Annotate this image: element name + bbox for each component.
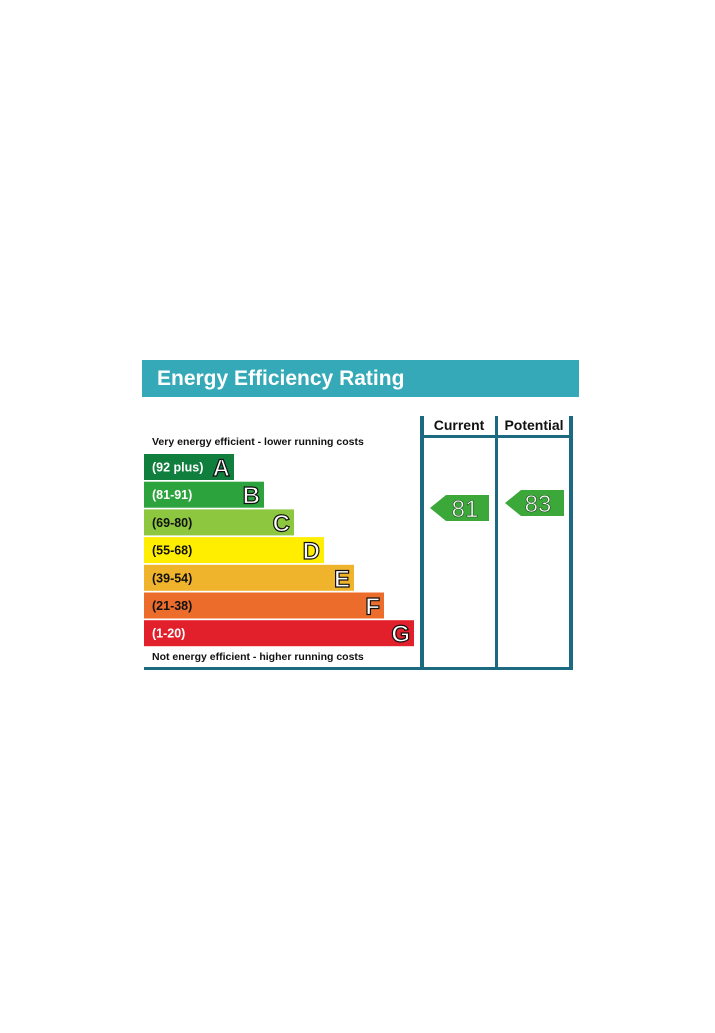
band-b: (81-91) B bbox=[144, 481, 264, 510]
band-f: (21-38) F bbox=[144, 592, 384, 621]
bottom-note: Not energy efficient - higher running co… bbox=[152, 651, 364, 663]
band-range-label: (39-54) bbox=[152, 571, 192, 585]
title-bar bbox=[142, 360, 579, 397]
top-note: Very energy efficient - lower running co… bbox=[152, 436, 364, 448]
band-letter: G bbox=[391, 621, 410, 648]
band-range-label: (1-20) bbox=[152, 627, 185, 641]
band-range-label: (21-38) bbox=[152, 599, 192, 613]
potential-arrow-shape bbox=[505, 490, 564, 516]
current-arrow-shape bbox=[430, 495, 489, 521]
band-g: (1-20) G bbox=[144, 620, 414, 649]
chart-title: Energy Efficiency Rating bbox=[157, 367, 404, 390]
current-header: Current bbox=[434, 417, 485, 433]
band-letter: B bbox=[243, 483, 260, 510]
frame-left-line bbox=[420, 416, 424, 670]
band-bar bbox=[144, 454, 234, 480]
band-bar bbox=[144, 537, 324, 564]
rating-bands: (92 plus) A(81-91) B(69-80) C(55-68) D(39-54… bbox=[144, 454, 414, 649]
potential-rating-arrow: 83 bbox=[505, 490, 564, 518]
band-range-label: (92 plus) bbox=[152, 461, 203, 475]
band-d: (55-68) D bbox=[144, 537, 324, 566]
current-rating-arrow: 81 bbox=[430, 495, 489, 523]
frame-middle-line bbox=[495, 416, 498, 670]
band-bar bbox=[144, 564, 354, 591]
band-c: (69-80) C bbox=[144, 509, 294, 538]
band-letter: C bbox=[273, 510, 290, 537]
band-bar bbox=[144, 481, 264, 508]
band-bar bbox=[144, 509, 294, 536]
band-bar bbox=[144, 620, 414, 647]
band-letter: D bbox=[303, 538, 320, 565]
band-a: (92 plus) A bbox=[144, 454, 234, 483]
band-range-label: (55-68) bbox=[152, 544, 192, 558]
potential-header: Potential bbox=[504, 417, 563, 433]
frame-bottom-line bbox=[144, 667, 573, 670]
band-letter: F bbox=[365, 594, 380, 621]
band-letter: A bbox=[213, 455, 230, 482]
potential-rating-value: 83 bbox=[525, 491, 552, 518]
band-bar bbox=[144, 592, 384, 619]
band-range-label: (69-80) bbox=[152, 516, 192, 530]
band-e: (39-54) E bbox=[144, 564, 354, 593]
band-letter: E bbox=[334, 566, 350, 593]
current-rating-value: 81 bbox=[452, 496, 479, 523]
frame-header-line bbox=[420, 435, 573, 438]
band-range-label: (81-91) bbox=[152, 488, 192, 502]
table-frame bbox=[144, 416, 573, 670]
frame-right-line bbox=[569, 416, 573, 670]
